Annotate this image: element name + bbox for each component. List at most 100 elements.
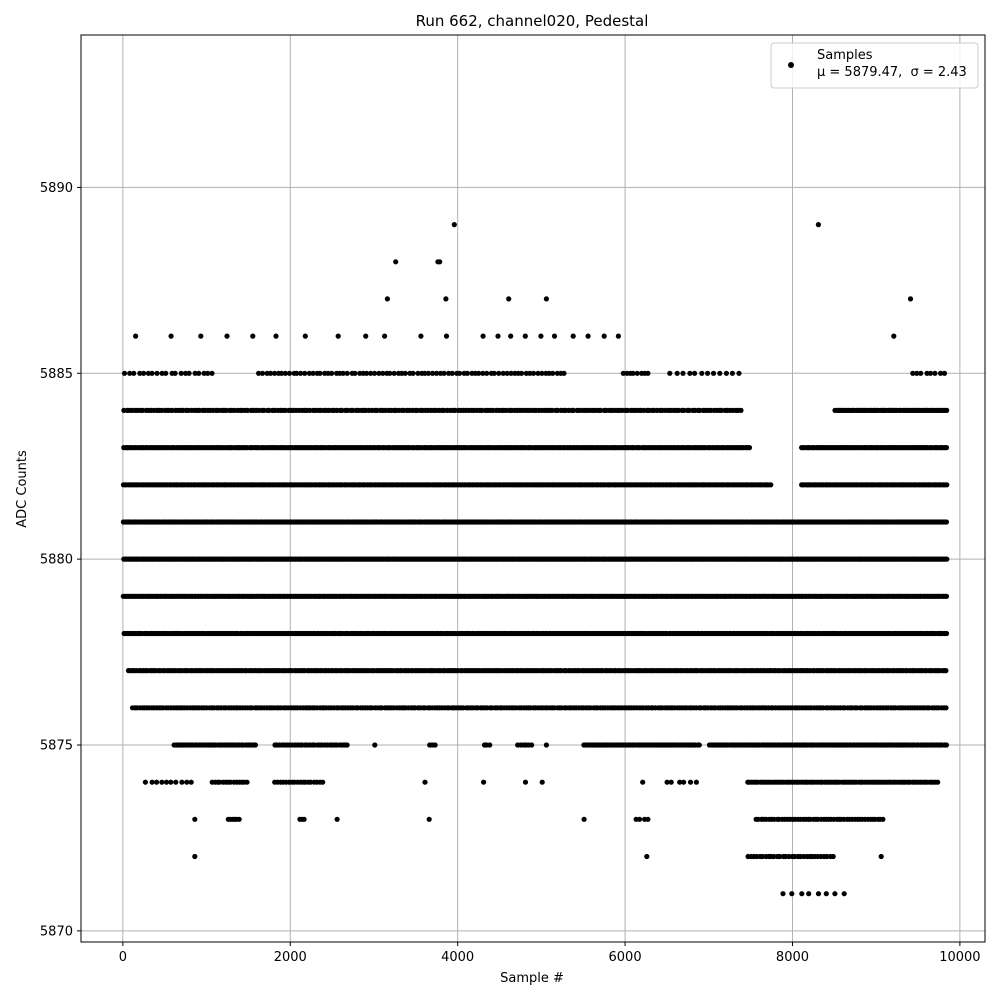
data-point: [364, 370, 370, 376]
data-point: [256, 370, 262, 376]
data-point: [272, 370, 278, 376]
data-point: [880, 816, 886, 822]
data-point: [127, 370, 133, 376]
data-point: [696, 742, 702, 748]
data-point: [668, 779, 674, 785]
data-point: [131, 370, 137, 376]
data-point: [551, 333, 558, 339]
data-point: [298, 370, 304, 376]
legend-marker: [788, 62, 794, 68]
data-point: [418, 333, 424, 339]
data-point: [236, 816, 242, 822]
data-point: [597, 407, 604, 413]
data-point: [789, 891, 795, 897]
data-point: [841, 891, 847, 897]
data-point: [437, 259, 443, 265]
data-point: [294, 370, 300, 376]
data-point: [634, 370, 640, 376]
data-point: [245, 407, 251, 413]
data-point: [585, 333, 591, 339]
data-point: [201, 370, 207, 376]
data-point: [914, 370, 920, 376]
data-point: [932, 370, 938, 376]
data-point: [644, 853, 650, 860]
data-point: [141, 370, 147, 376]
data-point: [363, 333, 369, 339]
data-point: [196, 370, 202, 376]
data-point: [943, 705, 949, 711]
legend-label: Samples: [817, 48, 873, 63]
data-point: [729, 370, 736, 376]
data-point: [815, 891, 822, 897]
data-point: [415, 370, 421, 376]
data-point: [680, 370, 686, 376]
data-point: [806, 891, 812, 897]
data-points: [120, 222, 950, 897]
chart-title: Run 662, channel020, Pedestal: [416, 12, 649, 30]
data-point: [538, 333, 544, 339]
data-point: [527, 370, 533, 376]
data-point: [943, 445, 950, 451]
x-tick-label: 2000: [274, 950, 307, 965]
data-point: [943, 668, 949, 674]
data-point: [451, 222, 457, 228]
data-point: [891, 333, 897, 339]
data-point: [121, 370, 128, 376]
x-tick-label: 8000: [776, 950, 809, 965]
data-point: [149, 779, 155, 785]
data-point: [310, 370, 316, 376]
data-point: [640, 779, 646, 785]
data-point: [910, 370, 916, 376]
data-point: [561, 370, 567, 376]
data-point: [693, 779, 700, 785]
x-axis-label: Sample #: [500, 971, 564, 986]
data-point: [426, 816, 432, 822]
data-point: [699, 370, 705, 376]
data-point: [476, 370, 482, 376]
data-point: [443, 333, 450, 339]
data-point: [918, 370, 924, 376]
data-point: [163, 779, 170, 785]
data-point: [518, 370, 525, 376]
data-point: [481, 779, 487, 785]
data-point: [830, 853, 836, 860]
data-point: [550, 370, 556, 376]
data-point: [768, 482, 774, 488]
data-point: [941, 370, 948, 376]
data-point: [286, 370, 293, 376]
x-axis-ticks: 0 2000 4000 6000 8000 10000: [119, 942, 981, 965]
data-point: [944, 556, 950, 562]
data-point: [172, 370, 178, 376]
data-point: [422, 370, 428, 376]
data-point: [480, 370, 486, 376]
data-point: [522, 333, 528, 339]
data-point: [487, 742, 493, 748]
data-point: [372, 370, 378, 376]
data-point: [173, 779, 179, 785]
data-point: [495, 333, 501, 339]
data-point: [674, 370, 680, 376]
data-point: [422, 779, 428, 785]
data-point: [443, 296, 449, 302]
data-point: [832, 891, 838, 897]
data-point: [433, 370, 440, 376]
data-point: [334, 816, 340, 822]
data-point: [154, 370, 160, 376]
data-point: [244, 779, 250, 785]
data-point: [142, 779, 148, 785]
data-point: [306, 370, 312, 376]
data-point: [508, 370, 514, 376]
data-point: [391, 370, 397, 376]
data-point: [252, 742, 258, 748]
data-point: [508, 333, 514, 339]
data-point: [387, 370, 393, 376]
data-point: [723, 370, 730, 376]
x-tick-label: 6000: [609, 950, 642, 965]
data-point: [738, 407, 744, 413]
data-point: [425, 370, 431, 376]
data-point: [449, 370, 455, 376]
data-point: [340, 370, 346, 376]
